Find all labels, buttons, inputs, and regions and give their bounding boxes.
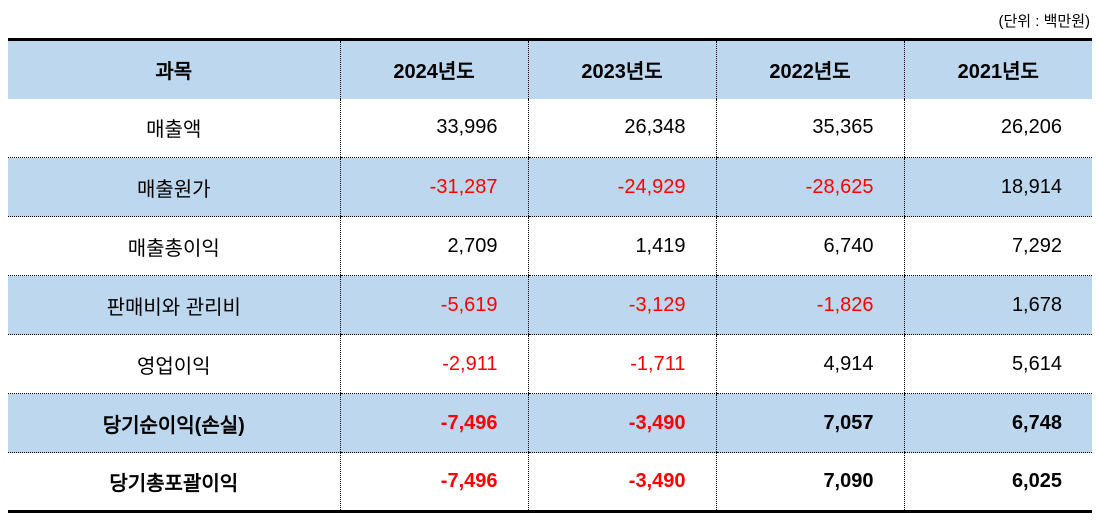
column-header-subject: 과목 bbox=[8, 39, 340, 99]
column-header-2023: 2023년도 bbox=[527, 39, 716, 99]
cell: 7,292 bbox=[903, 216, 1092, 276]
column-header-2021: 2021년도 bbox=[903, 39, 1092, 99]
cell: -2,911 bbox=[339, 334, 528, 394]
cell: -3,490 bbox=[527, 393, 716, 453]
cell: 7,090 bbox=[715, 452, 904, 512]
row-label: 매출액 bbox=[8, 98, 340, 158]
unit-label: (단위 : 백만원) bbox=[998, 13, 1091, 30]
row-label: 매출원가 bbox=[8, 157, 340, 217]
table-row-operating-profit: 영업이익 -2,911 -1,711 4,914 5,614 bbox=[8, 334, 1092, 394]
cell: -24,929 bbox=[527, 157, 716, 217]
column-header-2024: 2024년도 bbox=[339, 39, 528, 99]
table-row-total-comprehensive-income: 당기총포괄이익 -7,496 -3,490 7,090 6,025 bbox=[8, 452, 1092, 512]
column-header-2022: 2022년도 bbox=[715, 39, 904, 99]
cell: 5,614 bbox=[903, 334, 1092, 394]
cell: 18,914 bbox=[903, 157, 1092, 217]
row-label: 판매비와 관리비 bbox=[8, 275, 340, 335]
cell: -1,711 bbox=[527, 334, 716, 394]
cell: -31,287 bbox=[339, 157, 528, 217]
table-row-revenue: 매출액 33,996 26,348 35,365 26,206 bbox=[8, 98, 1092, 158]
cell: -7,496 bbox=[339, 393, 528, 453]
table-row-cost-of-sales: 매출원가 -31,287 -24,929 -28,625 18,914 bbox=[8, 157, 1092, 217]
header-row: 과목 2024년도 2023년도 2022년도 2021년도 bbox=[8, 39, 1092, 99]
row-label: 매출총이익 bbox=[8, 216, 340, 276]
cell: -7,496 bbox=[339, 452, 528, 512]
row-label: 당기순이익(손실) bbox=[8, 393, 340, 453]
financial-summary-table: 과목 2024년도 2023년도 2022년도 2021년도 매출액 33,99… bbox=[8, 38, 1092, 513]
table-row-gross-profit: 매출총이익 2,709 1,419 6,740 7,292 bbox=[8, 216, 1092, 276]
cell: 6,748 bbox=[903, 393, 1092, 453]
cell: -3,129 bbox=[527, 275, 716, 335]
table-row-sga-expenses: 판매비와 관리비 -5,619 -3,129 -1,826 1,678 bbox=[8, 275, 1092, 335]
table-row-net-income: 당기순이익(손실) -7,496 -3,490 7,057 6,748 bbox=[8, 393, 1092, 453]
cell: 26,348 bbox=[527, 98, 716, 158]
cell: 2,709 bbox=[339, 216, 528, 276]
cell: -5,619 bbox=[339, 275, 528, 335]
cell: -28,625 bbox=[715, 157, 904, 217]
cell: 4,914 bbox=[715, 334, 904, 394]
cell: 7,057 bbox=[715, 393, 904, 453]
cell: 6,025 bbox=[903, 452, 1092, 512]
cell: 1,678 bbox=[903, 275, 1092, 335]
row-label: 영업이익 bbox=[8, 334, 340, 394]
cell: 35,365 bbox=[715, 98, 904, 158]
cell: 33,996 bbox=[339, 98, 528, 158]
cell: -3,490 bbox=[527, 452, 716, 512]
row-label: 당기총포괄이익 bbox=[8, 452, 340, 512]
cell: 6,740 bbox=[715, 216, 904, 276]
cell: 26,206 bbox=[903, 98, 1092, 158]
cell: -1,826 bbox=[715, 275, 904, 335]
cell: 1,419 bbox=[527, 216, 716, 276]
